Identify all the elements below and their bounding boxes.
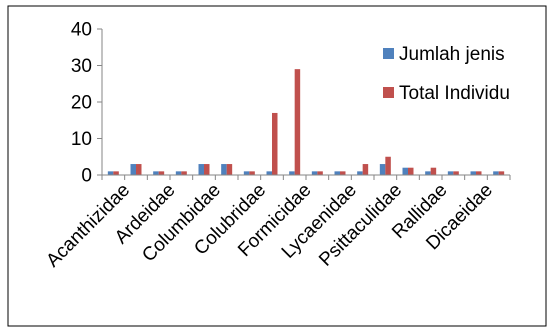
- bar-jumlah-jenis-9: [311, 171, 318, 175]
- bar-jumlah-jenis-1: [130, 164, 136, 175]
- y-tick-label-20: 20: [71, 93, 92, 114]
- bar-jumlah-jenis-13: [402, 167, 408, 175]
- bar-total-individu-4: [204, 164, 210, 175]
- bar-jumlah-jenis-17: [493, 171, 499, 175]
- bar-total-individu-8: [294, 69, 301, 175]
- bar-total-individu-2: [158, 171, 165, 175]
- bar-total-individu-11: [362, 164, 369, 175]
- bar-total-individu-10: [340, 171, 346, 175]
- bar-jumlah-jenis-0: [107, 171, 114, 175]
- bar-jumlah-jenis-16: [470, 171, 476, 175]
- bar-total-individu-6: [249, 171, 255, 175]
- legend-label-1: Total Individu: [399, 83, 510, 104]
- legend-label-0: Jumlah jenis: [399, 44, 505, 65]
- bar-jumlah-jenis-15: [447, 171, 454, 175]
- bar-total-individu-16: [476, 171, 482, 175]
- bar-total-individu-5: [226, 164, 233, 175]
- bar-total-individu-0: [113, 171, 119, 175]
- y-tick-label-0: 0: [81, 166, 92, 187]
- bar-total-individu-17: [498, 171, 505, 175]
- bar-jumlah-jenis-5: [221, 164, 227, 175]
- y-tick-label-30: 30: [71, 56, 92, 77]
- y-tick-label-10: 10: [71, 129, 92, 150]
- bar-total-individu-1: [136, 164, 142, 175]
- legend: Jumlah jenis Total Individu: [383, 44, 510, 104]
- legend-swatch-1: [383, 87, 394, 98]
- bar-total-individu-14: [430, 167, 437, 175]
- plot-area: [107, 69, 505, 175]
- bar-jumlah-jenis-6: [243, 171, 250, 175]
- bar-jumlah-jenis-12: [379, 164, 386, 175]
- bar-total-individu-15: [453, 171, 459, 175]
- bar-total-individu-13: [408, 167, 414, 175]
- bar-jumlah-jenis-14: [425, 171, 431, 175]
- bar-jumlah-jenis-7: [266, 171, 272, 175]
- bar-total-individu-12: [385, 156, 391, 175]
- bar-jumlah-jenis-8: [289, 171, 295, 175]
- bar-jumlah-jenis-4: [198, 164, 204, 175]
- bar-total-individu-9: [317, 171, 323, 175]
- y-tick-label-40: 40: [71, 20, 92, 41]
- bar-total-individu-3: [181, 171, 187, 175]
- legend-swatch-0: [383, 48, 394, 59]
- bar-jumlah-jenis-3: [175, 171, 182, 175]
- bar-jumlah-jenis-11: [357, 171, 363, 175]
- bar-total-individu-7: [272, 112, 278, 175]
- bar-jumlah-jenis-10: [334, 171, 340, 175]
- bar-jumlah-jenis-2: [153, 171, 159, 175]
